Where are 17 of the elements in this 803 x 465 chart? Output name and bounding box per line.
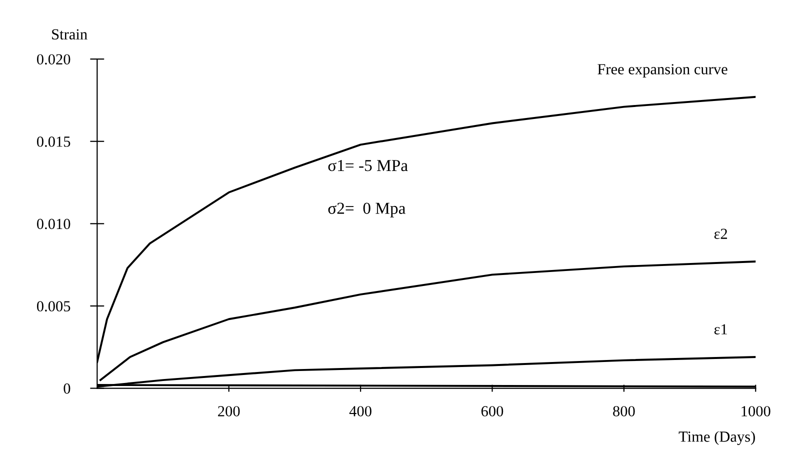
x-axis-title: Time (Days): [678, 431, 755, 445]
y-tick-label: 0.005: [36, 301, 70, 312]
series-label: Free expansion curve: [598, 64, 728, 78]
annotation: σ1= -5 MPa: [328, 160, 408, 172]
y-tick-label: 0: [64, 383, 70, 394]
y-tick-label: 0.020: [36, 54, 70, 65]
x-tick-label: 200: [218, 406, 240, 416]
y-tick-label: 0.010: [36, 218, 70, 230]
x-tick-label: 600: [481, 406, 504, 416]
series-label: ε2: [714, 228, 727, 239]
y-axis-title: Strain: [52, 29, 88, 40]
x-tick-label: 1000: [742, 406, 770, 416]
annotation: σ2= 0 Mpa: [328, 202, 406, 218]
x-tick-label: 400: [349, 406, 372, 416]
y-tick-label: 0.015: [36, 136, 70, 147]
series-label: ε1: [714, 324, 727, 334]
x-tick-label: 800: [613, 406, 635, 416]
